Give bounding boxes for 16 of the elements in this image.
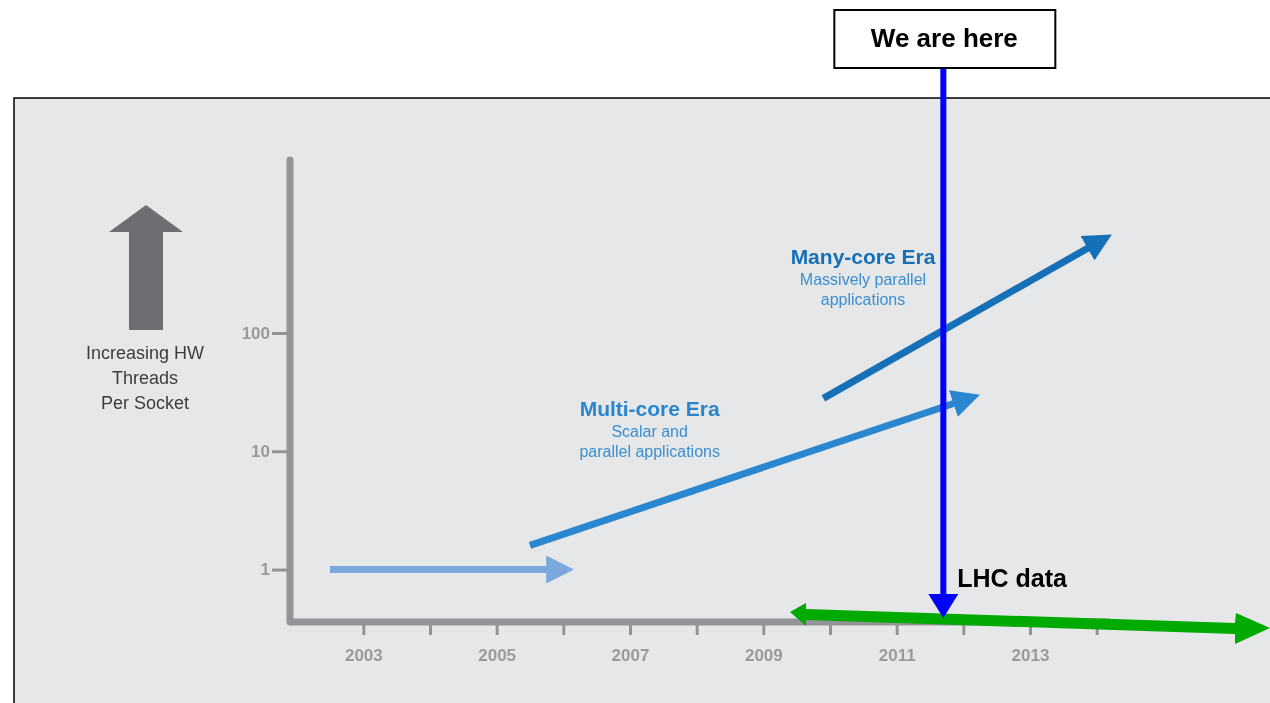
- y-tick-label: 10: [251, 442, 270, 462]
- x-tick-label: 2011: [878, 646, 916, 666]
- annotation: LHC data: [957, 563, 1068, 592]
- annotation: Massively parallel applications: [799, 270, 927, 308]
- y-tick-label: 1: [260, 560, 270, 580]
- ref-line-label: We are here: [870, 22, 1018, 53]
- x-tick-label: 2003: [344, 646, 383, 666]
- annotation: Scalar and parallel applications: [579, 423, 720, 461]
- x-tick-label: 2009: [744, 646, 783, 666]
- text: Many-core Era: [790, 245, 936, 269]
- x-tick-label: 2013: [1011, 646, 1050, 666]
- y-axis-title: Increasing HW Threads Per Socket: [85, 342, 205, 413]
- text: Multi-core Era: [579, 397, 720, 421]
- x-tick-label: 2007: [611, 646, 650, 666]
- x-tick-label: 2005: [478, 646, 517, 666]
- y-tick-label: 100: [241, 323, 270, 343]
